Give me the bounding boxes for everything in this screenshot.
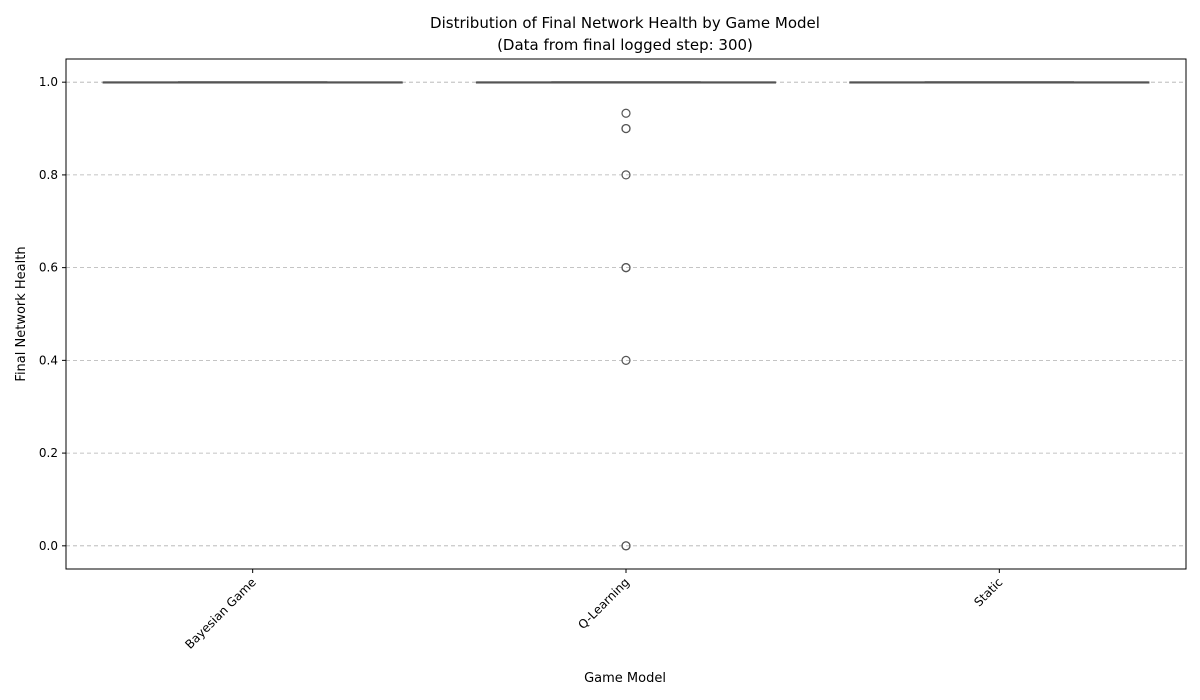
box-static [849, 81, 1150, 84]
x-axis-ticks: Bayesian Game Q-Learning Static [182, 569, 1005, 652]
y-axis-ticks: 0.0 0.2 0.4 0.6 0.8 1.0 [39, 75, 66, 553]
plot-frame [65, 58, 1187, 570]
y-tick-label: 0.0 [39, 539, 58, 553]
y-axis-label: Final Network Health [14, 246, 29, 381]
box-q-learning [475, 81, 777, 84]
x-tick-label: Bayesian Game [182, 575, 258, 651]
outlier-point [621, 170, 631, 180]
outlier-point [621, 123, 631, 134]
y-tick-label: 0.4 [39, 353, 58, 367]
x-tick-label: Static [971, 575, 1005, 609]
y-tick-label: 1.0 [39, 75, 58, 89]
chart-title: Distribution of Final Network Health by … [430, 14, 820, 32]
outlier-point [621, 108, 631, 118]
box-bayesian-game [102, 81, 403, 84]
y-tick-label: 0.8 [39, 168, 58, 182]
outlier-point [621, 541, 631, 551]
outlier-point [621, 263, 631, 273]
boxes [102, 81, 1150, 84]
y-tick-label: 0.6 [39, 261, 58, 275]
chart-subtitle: (Data from final logged step: 300) [497, 36, 753, 54]
outliers [621, 108, 631, 551]
x-axis-label: Game Model [584, 671, 666, 686]
outlier-point [621, 355, 631, 365]
y-gridlines [66, 81, 1186, 547]
x-tick-label: Q-Learning [575, 575, 632, 632]
y-tick-label: 0.2 [39, 446, 58, 460]
